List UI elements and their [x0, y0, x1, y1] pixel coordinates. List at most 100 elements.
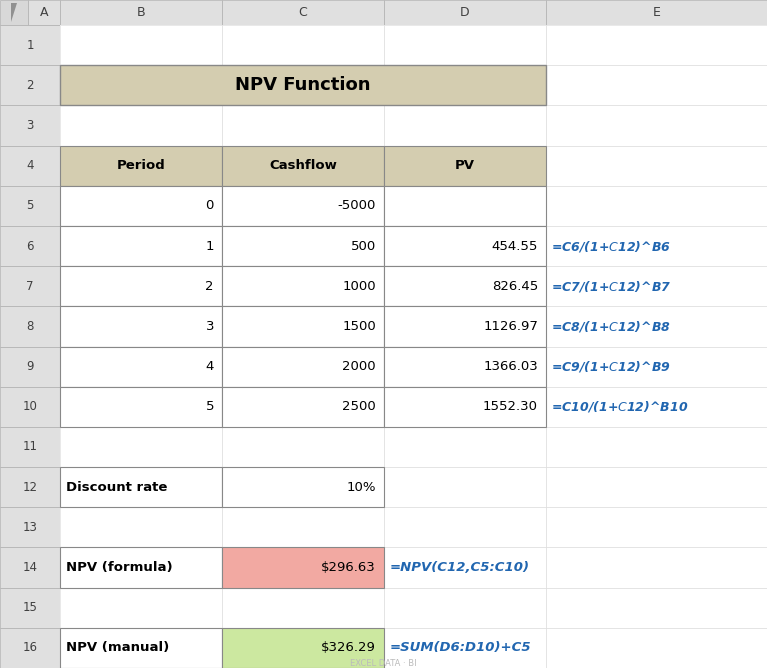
- Text: 454.55: 454.55: [492, 240, 538, 253]
- Text: =C9/(1+$C$12)^B9: =C9/(1+$C$12)^B9: [551, 359, 671, 374]
- Bar: [222, 467, 384, 507]
- Text: 9: 9: [26, 360, 34, 373]
- Bar: [222, 347, 384, 387]
- Bar: [384, 387, 546, 427]
- Bar: [0, 588, 60, 628]
- Text: 2: 2: [206, 280, 214, 293]
- Bar: [384, 65, 546, 106]
- Text: 1366.03: 1366.03: [483, 360, 538, 373]
- Bar: [384, 266, 546, 307]
- Bar: [546, 628, 767, 668]
- Text: 10: 10: [22, 400, 38, 413]
- Bar: [384, 467, 546, 507]
- Bar: [546, 186, 767, 226]
- Bar: [222, 548, 384, 588]
- Bar: [0, 467, 60, 507]
- Bar: [546, 347, 767, 387]
- Bar: [546, 266, 767, 307]
- Text: 3: 3: [26, 119, 34, 132]
- Text: 12: 12: [22, 481, 38, 494]
- Text: 16: 16: [22, 641, 38, 655]
- Bar: [384, 186, 546, 226]
- Bar: [60, 106, 222, 146]
- Bar: [60, 226, 222, 266]
- Bar: [0, 427, 60, 467]
- Bar: [0, 0, 28, 25]
- Bar: [384, 588, 546, 628]
- Text: 1552.30: 1552.30: [483, 400, 538, 413]
- Bar: [546, 467, 767, 507]
- Polygon shape: [11, 3, 17, 22]
- Bar: [546, 146, 767, 186]
- Bar: [384, 106, 546, 146]
- Bar: [222, 106, 384, 146]
- Bar: [222, 226, 384, 266]
- Bar: [0, 307, 60, 347]
- Text: Cashflow: Cashflow: [269, 159, 337, 172]
- Bar: [546, 548, 767, 588]
- Bar: [60, 65, 546, 106]
- Bar: [222, 226, 384, 266]
- Bar: [60, 146, 222, 186]
- Text: =C6/(1+$C$12)^B6: =C6/(1+$C$12)^B6: [551, 238, 671, 254]
- Bar: [0, 628, 60, 668]
- Text: 6: 6: [26, 240, 34, 253]
- Bar: [222, 307, 384, 347]
- Bar: [60, 226, 222, 266]
- Bar: [60, 25, 222, 65]
- Bar: [222, 628, 384, 668]
- Text: Period: Period: [117, 159, 166, 172]
- Bar: [222, 507, 384, 548]
- Bar: [384, 548, 546, 588]
- Bar: [222, 387, 384, 427]
- Bar: [0, 387, 60, 427]
- Text: 2: 2: [26, 79, 34, 92]
- Text: -5000: -5000: [337, 199, 376, 212]
- Text: 1126.97: 1126.97: [483, 320, 538, 333]
- Bar: [222, 548, 384, 588]
- Bar: [384, 266, 546, 307]
- Bar: [222, 186, 384, 226]
- Text: 1500: 1500: [342, 320, 376, 333]
- Bar: [60, 0, 222, 25]
- Text: =C8/(1+$C$12)^B8: =C8/(1+$C$12)^B8: [551, 319, 671, 334]
- Bar: [546, 387, 767, 427]
- Bar: [222, 467, 384, 507]
- Bar: [384, 186, 546, 226]
- Text: 3: 3: [206, 320, 214, 333]
- Text: 500: 500: [351, 240, 376, 253]
- Text: =SUM(D6:D10)+C5: =SUM(D6:D10)+C5: [390, 641, 532, 655]
- Bar: [60, 467, 222, 507]
- Bar: [60, 307, 222, 347]
- Text: 2000: 2000: [342, 360, 376, 373]
- Bar: [384, 507, 546, 548]
- Text: E: E: [653, 6, 660, 19]
- Bar: [60, 186, 222, 226]
- Bar: [222, 146, 384, 186]
- Bar: [222, 186, 384, 226]
- Bar: [384, 347, 546, 387]
- Bar: [60, 387, 222, 427]
- Text: NPV (formula): NPV (formula): [66, 561, 173, 574]
- Text: NPV (manual): NPV (manual): [66, 641, 170, 655]
- Bar: [384, 25, 546, 65]
- Bar: [0, 186, 60, 226]
- Text: =C7/(1+$C$12)^B7: =C7/(1+$C$12)^B7: [551, 279, 671, 294]
- Text: PV: PV: [455, 159, 475, 172]
- Text: Discount rate: Discount rate: [66, 481, 167, 494]
- Bar: [60, 427, 222, 467]
- Bar: [60, 628, 222, 668]
- Bar: [546, 307, 767, 347]
- Bar: [384, 146, 546, 186]
- Bar: [60, 628, 222, 668]
- Bar: [546, 588, 767, 628]
- Bar: [60, 266, 222, 307]
- Text: 826.45: 826.45: [492, 280, 538, 293]
- Bar: [0, 146, 60, 186]
- Bar: [546, 25, 767, 65]
- Text: 1: 1: [26, 39, 34, 51]
- Bar: [0, 266, 60, 307]
- Bar: [222, 387, 384, 427]
- Bar: [384, 307, 546, 347]
- Bar: [0, 507, 60, 548]
